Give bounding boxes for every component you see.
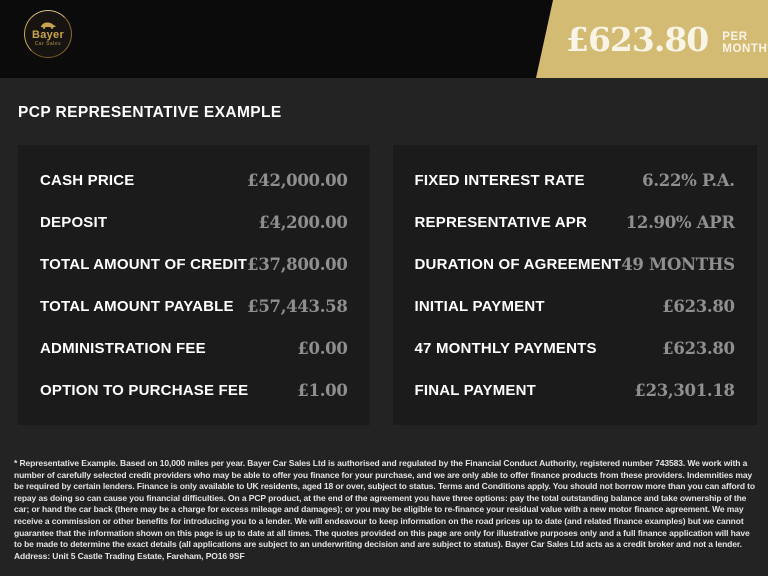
row-label: TOTAL AMOUNT OF CREDIT	[40, 255, 248, 273]
row-value: 49 MONTHS	[621, 254, 735, 274]
row-47-monthly-payments: 47 MONTHLY PAYMENTS £623.80	[414, 338, 736, 358]
row-label: CASH PRICE	[40, 171, 135, 189]
disclaimer-text: * Representative Example. Based on 10,00…	[14, 458, 755, 561]
row-cash-price: CASH PRICE £42,000.00	[40, 171, 348, 190]
row-value: £23,301.18	[634, 380, 735, 400]
row-label: FINAL PAYMENT	[414, 381, 537, 399]
row-initial-payment: INITIAL PAYMENT £623.80	[414, 296, 736, 316]
row-label: INITIAL PAYMENT	[414, 297, 545, 315]
row-label: OPTION TO PURCHASE FEE	[40, 381, 249, 399]
row-value: £0.00	[297, 338, 348, 358]
row-duration-of-agreement: DURATION OF AGREEMENT 49 MONTHS	[414, 254, 736, 274]
car-icon	[39, 21, 57, 29]
monthly-price-period: PER MONTH*	[722, 31, 768, 55]
brand-name: Bayer	[31, 28, 65, 41]
row-value: £37,800.00	[247, 254, 348, 274]
row-value: £623.80	[662, 296, 735, 316]
row-total-amount-payable: TOTAL AMOUNT PAYABLE £57,443.58	[40, 297, 348, 316]
row-label: REPRESENTATIVE APR	[414, 213, 588, 231]
row-label: DEPOSIT	[40, 213, 108, 231]
row-value: £57,443.58	[247, 296, 348, 316]
row-total-amount-of-credit: TOTAL AMOUNT OF CREDIT £37,800.00	[40, 255, 348, 274]
row-label: 47 MONTHLY PAYMENTS	[414, 339, 597, 357]
finance-table-right: FIXED INTEREST RATE 6.22% P.A. REPRESENT…	[392, 145, 757, 425]
row-value: 6.22% P.A.	[642, 170, 735, 190]
finance-tables: CASH PRICE £42,000.00 DEPOSIT £4,200.00 …	[18, 145, 757, 425]
row-option-to-purchase-fee: OPTION TO PURCHASE FEE £1.00	[40, 381, 348, 400]
monthly-price-banner: £623.80 PER MONTH*	[536, 0, 768, 78]
row-final-payment: FINAL PAYMENT £23,301.18	[414, 380, 736, 400]
row-representative-apr: REPRESENTATIVE APR 12.90% APR	[414, 212, 736, 232]
row-value: £1.00	[297, 380, 348, 400]
row-value: £623.80	[662, 338, 735, 358]
row-deposit: DEPOSIT £4,200.00	[40, 213, 348, 232]
brand-tagline: Car Sales	[34, 40, 62, 47]
brand-logo: Bayer Car Sales	[24, 10, 72, 58]
page-title: PCP REPRESENTATIVE EXAMPLE	[18, 104, 282, 121]
row-label: TOTAL AMOUNT PAYABLE	[40, 297, 234, 315]
monthly-price-amount: £623.80	[566, 19, 709, 59]
row-fixed-interest-rate: FIXED INTEREST RATE 6.22% P.A.	[414, 170, 736, 190]
header-band: Bayer Car Sales £623.80 PER MONTH*	[0, 0, 768, 78]
row-label: DURATION OF AGREEMENT	[414, 255, 622, 273]
finance-table-left: CASH PRICE £42,000.00 DEPOSIT £4,200.00 …	[18, 145, 370, 425]
row-value: 12.90% APR	[625, 212, 735, 232]
row-label: ADMINISTRATION FEE	[40, 339, 206, 357]
row-administration-fee: ADMINISTRATION FEE £0.00	[40, 339, 348, 358]
row-value: £42,000.00	[247, 170, 348, 190]
row-value: £4,200.00	[258, 212, 348, 232]
row-label: FIXED INTEREST RATE	[414, 171, 585, 189]
